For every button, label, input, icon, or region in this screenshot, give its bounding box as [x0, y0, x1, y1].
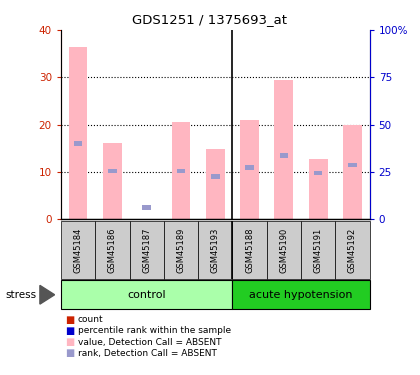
Bar: [335, 221, 370, 279]
Text: control: control: [127, 290, 166, 300]
Bar: [171, 122, 190, 219]
Text: acute hypotension: acute hypotension: [249, 290, 353, 300]
Text: stress: stress: [5, 290, 37, 300]
Bar: [61, 280, 232, 309]
Bar: [240, 120, 259, 219]
Text: ■: ■: [65, 315, 74, 324]
Bar: [108, 169, 117, 174]
Bar: [206, 149, 225, 219]
Text: GSM45186: GSM45186: [108, 228, 117, 273]
Bar: [301, 221, 335, 279]
Bar: [280, 153, 288, 158]
Bar: [343, 124, 362, 219]
Bar: [61, 221, 95, 279]
Bar: [95, 221, 129, 279]
Bar: [103, 142, 122, 219]
Bar: [309, 159, 328, 219]
Bar: [314, 171, 323, 176]
Bar: [68, 46, 87, 219]
Text: GSM45191: GSM45191: [314, 228, 323, 273]
Bar: [211, 174, 220, 179]
Text: GSM45190: GSM45190: [279, 228, 289, 273]
Text: GSM45189: GSM45189: [176, 228, 186, 273]
Text: GSM45193: GSM45193: [211, 228, 220, 273]
Text: count: count: [78, 315, 103, 324]
Bar: [142, 205, 151, 210]
Text: ■: ■: [65, 348, 74, 358]
Text: GDS1251 / 1375693_at: GDS1251 / 1375693_at: [132, 13, 288, 26]
Bar: [164, 221, 198, 279]
Text: value, Detection Call = ABSENT: value, Detection Call = ABSENT: [78, 338, 221, 346]
Bar: [177, 169, 185, 174]
Bar: [232, 221, 267, 279]
Bar: [348, 163, 357, 167]
Text: percentile rank within the sample: percentile rank within the sample: [78, 326, 231, 335]
Bar: [274, 80, 293, 219]
Text: GSM45192: GSM45192: [348, 228, 357, 273]
Text: GSM45188: GSM45188: [245, 228, 254, 273]
Bar: [245, 165, 254, 170]
Text: GSM45187: GSM45187: [142, 228, 151, 273]
Text: ■: ■: [65, 326, 74, 336]
Bar: [129, 221, 164, 279]
Bar: [198, 221, 232, 279]
Text: rank, Detection Call = ABSENT: rank, Detection Call = ABSENT: [78, 349, 217, 358]
Text: GSM45184: GSM45184: [74, 228, 83, 273]
Polygon shape: [40, 285, 55, 304]
Bar: [232, 280, 370, 309]
Bar: [74, 141, 82, 146]
Bar: [267, 221, 301, 279]
Text: ■: ■: [65, 337, 74, 347]
